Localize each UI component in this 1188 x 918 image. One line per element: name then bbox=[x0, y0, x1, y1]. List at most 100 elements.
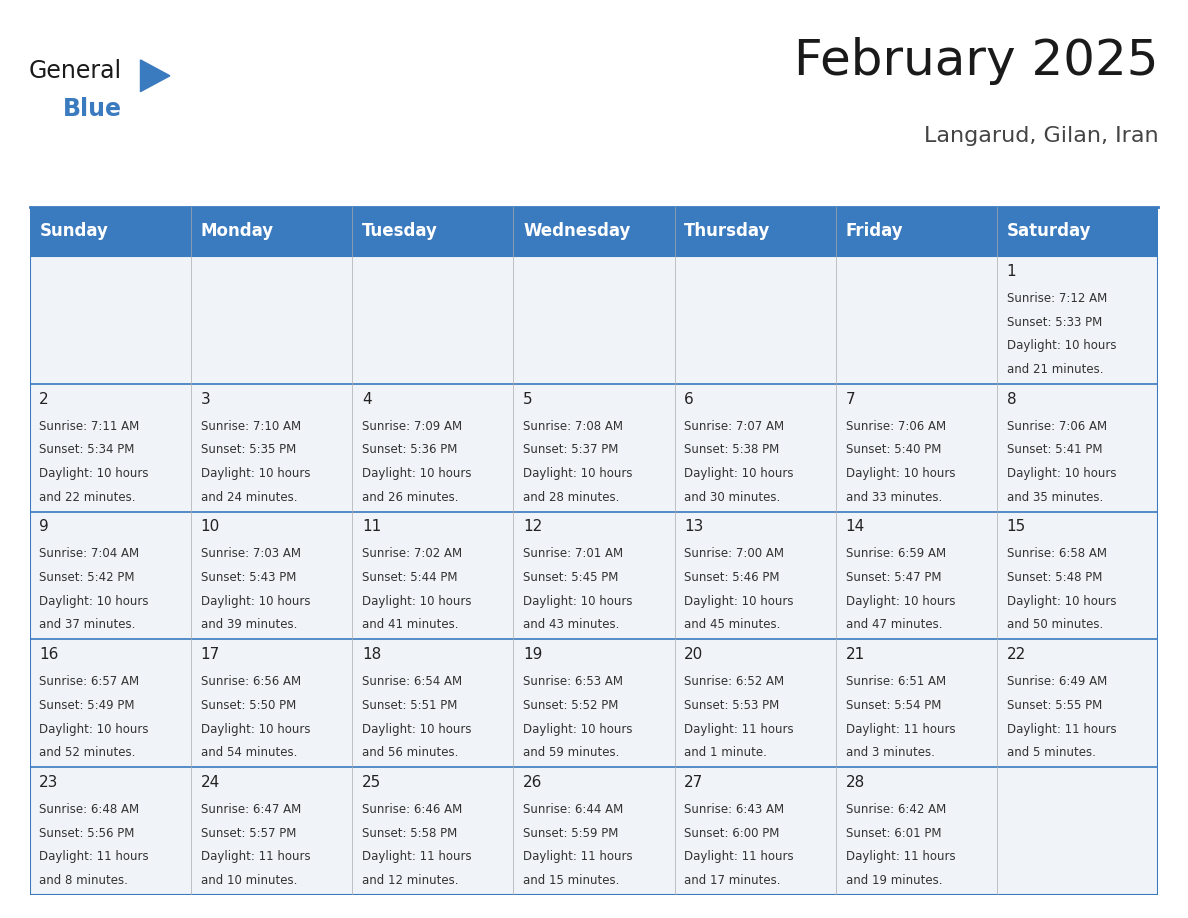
Text: Sunset: 5:52 PM: Sunset: 5:52 PM bbox=[523, 699, 619, 711]
Text: 28: 28 bbox=[846, 775, 865, 789]
Text: Sunset: 5:53 PM: Sunset: 5:53 PM bbox=[684, 699, 779, 711]
Text: Daylight: 10 hours: Daylight: 10 hours bbox=[846, 595, 955, 608]
FancyBboxPatch shape bbox=[513, 207, 675, 256]
Text: Sunrise: 6:48 AM: Sunrise: 6:48 AM bbox=[39, 803, 139, 816]
Text: Sunset: 5:33 PM: Sunset: 5:33 PM bbox=[1006, 316, 1102, 329]
Text: Daylight: 10 hours: Daylight: 10 hours bbox=[846, 467, 955, 480]
Text: Sunrise: 6:58 AM: Sunrise: 6:58 AM bbox=[1006, 547, 1107, 561]
Text: Sunset: 5:42 PM: Sunset: 5:42 PM bbox=[39, 571, 135, 584]
Text: 13: 13 bbox=[684, 520, 703, 534]
Text: Saturday: Saturday bbox=[1006, 222, 1092, 241]
Text: Sunrise: 7:06 AM: Sunrise: 7:06 AM bbox=[1006, 420, 1107, 432]
FancyBboxPatch shape bbox=[675, 207, 836, 256]
Text: and 28 minutes.: and 28 minutes. bbox=[523, 490, 619, 504]
Text: Sunset: 5:37 PM: Sunset: 5:37 PM bbox=[523, 443, 619, 456]
Text: and 52 minutes.: and 52 minutes. bbox=[39, 746, 135, 759]
FancyBboxPatch shape bbox=[997, 640, 1158, 767]
Text: Sunset: 6:00 PM: Sunset: 6:00 PM bbox=[684, 827, 779, 840]
Text: Sunrise: 6:52 AM: Sunrise: 6:52 AM bbox=[684, 676, 784, 688]
FancyBboxPatch shape bbox=[836, 256, 997, 384]
Text: Sunset: 5:56 PM: Sunset: 5:56 PM bbox=[39, 827, 134, 840]
Text: Daylight: 10 hours: Daylight: 10 hours bbox=[684, 467, 794, 480]
Text: and 21 minutes.: and 21 minutes. bbox=[1006, 363, 1104, 375]
Text: Sunset: 5:36 PM: Sunset: 5:36 PM bbox=[362, 443, 457, 456]
Text: Sunset: 5:40 PM: Sunset: 5:40 PM bbox=[846, 443, 941, 456]
Text: Friday: Friday bbox=[846, 222, 903, 241]
Text: Daylight: 10 hours: Daylight: 10 hours bbox=[362, 467, 472, 480]
Text: Wednesday: Wednesday bbox=[523, 222, 631, 241]
Text: Sunrise: 6:56 AM: Sunrise: 6:56 AM bbox=[201, 676, 301, 688]
Text: 1: 1 bbox=[1006, 263, 1017, 279]
Text: Daylight: 11 hours: Daylight: 11 hours bbox=[684, 850, 794, 863]
Text: Sunrise: 7:08 AM: Sunrise: 7:08 AM bbox=[523, 420, 623, 432]
Text: Daylight: 10 hours: Daylight: 10 hours bbox=[1006, 467, 1117, 480]
Text: Sunrise: 7:06 AM: Sunrise: 7:06 AM bbox=[846, 420, 946, 432]
Text: Sunrise: 7:09 AM: Sunrise: 7:09 AM bbox=[362, 420, 462, 432]
Text: Sunset: 5:38 PM: Sunset: 5:38 PM bbox=[684, 443, 779, 456]
Text: and 30 minutes.: and 30 minutes. bbox=[684, 490, 781, 504]
Text: and 56 minutes.: and 56 minutes. bbox=[362, 746, 459, 759]
Text: and 24 minutes.: and 24 minutes. bbox=[201, 490, 297, 504]
Text: 22: 22 bbox=[1006, 647, 1026, 662]
Text: 12: 12 bbox=[523, 520, 542, 534]
Text: Daylight: 11 hours: Daylight: 11 hours bbox=[362, 850, 472, 863]
Text: Sunset: 5:41 PM: Sunset: 5:41 PM bbox=[1006, 443, 1102, 456]
Text: and 1 minute.: and 1 minute. bbox=[684, 746, 767, 759]
FancyBboxPatch shape bbox=[352, 256, 513, 384]
Text: Sunset: 5:55 PM: Sunset: 5:55 PM bbox=[1006, 699, 1102, 711]
Text: 8: 8 bbox=[1006, 392, 1017, 407]
Text: and 5 minutes.: and 5 minutes. bbox=[1006, 746, 1095, 759]
Text: February 2025: February 2025 bbox=[794, 38, 1158, 85]
Text: Thursday: Thursday bbox=[684, 222, 771, 241]
FancyBboxPatch shape bbox=[836, 767, 997, 895]
FancyBboxPatch shape bbox=[352, 207, 513, 256]
Text: Sunrise: 6:46 AM: Sunrise: 6:46 AM bbox=[362, 803, 462, 816]
Text: 18: 18 bbox=[362, 647, 381, 662]
Text: Sunrise: 6:43 AM: Sunrise: 6:43 AM bbox=[684, 803, 784, 816]
FancyBboxPatch shape bbox=[675, 256, 836, 384]
FancyBboxPatch shape bbox=[836, 384, 997, 511]
Text: and 15 minutes.: and 15 minutes. bbox=[523, 874, 619, 887]
FancyBboxPatch shape bbox=[997, 384, 1158, 511]
Text: Daylight: 10 hours: Daylight: 10 hours bbox=[523, 722, 632, 735]
FancyBboxPatch shape bbox=[836, 640, 997, 767]
Text: Daylight: 10 hours: Daylight: 10 hours bbox=[523, 595, 632, 608]
Text: Sunrise: 6:59 AM: Sunrise: 6:59 AM bbox=[846, 547, 946, 561]
Text: 17: 17 bbox=[201, 647, 220, 662]
Text: Daylight: 10 hours: Daylight: 10 hours bbox=[362, 595, 472, 608]
FancyBboxPatch shape bbox=[191, 511, 352, 640]
Text: 24: 24 bbox=[201, 775, 220, 789]
Text: and 54 minutes.: and 54 minutes. bbox=[201, 746, 297, 759]
FancyBboxPatch shape bbox=[513, 384, 675, 511]
Text: Daylight: 10 hours: Daylight: 10 hours bbox=[362, 722, 472, 735]
Text: Sunrise: 7:03 AM: Sunrise: 7:03 AM bbox=[201, 547, 301, 561]
FancyBboxPatch shape bbox=[513, 767, 675, 895]
FancyBboxPatch shape bbox=[30, 384, 191, 511]
Text: 16: 16 bbox=[39, 647, 58, 662]
Text: Sunrise: 7:01 AM: Sunrise: 7:01 AM bbox=[523, 547, 624, 561]
FancyBboxPatch shape bbox=[675, 384, 836, 511]
FancyBboxPatch shape bbox=[352, 640, 513, 767]
Text: Sunset: 5:47 PM: Sunset: 5:47 PM bbox=[846, 571, 941, 584]
Text: 27: 27 bbox=[684, 775, 703, 789]
FancyBboxPatch shape bbox=[191, 256, 352, 384]
FancyBboxPatch shape bbox=[675, 640, 836, 767]
FancyBboxPatch shape bbox=[352, 511, 513, 640]
Text: 26: 26 bbox=[523, 775, 543, 789]
Text: and 43 minutes.: and 43 minutes. bbox=[523, 619, 619, 632]
Text: and 3 minutes.: and 3 minutes. bbox=[846, 746, 935, 759]
Text: 19: 19 bbox=[523, 647, 543, 662]
Text: and 10 minutes.: and 10 minutes. bbox=[201, 874, 297, 887]
Text: 14: 14 bbox=[846, 520, 865, 534]
Text: and 22 minutes.: and 22 minutes. bbox=[39, 490, 135, 504]
Text: Sunset: 5:34 PM: Sunset: 5:34 PM bbox=[39, 443, 134, 456]
Text: Sunset: 5:46 PM: Sunset: 5:46 PM bbox=[684, 571, 779, 584]
Text: Sunrise: 6:47 AM: Sunrise: 6:47 AM bbox=[201, 803, 301, 816]
FancyBboxPatch shape bbox=[191, 640, 352, 767]
Text: Sunrise: 7:02 AM: Sunrise: 7:02 AM bbox=[362, 547, 462, 561]
Text: Daylight: 10 hours: Daylight: 10 hours bbox=[523, 467, 632, 480]
FancyBboxPatch shape bbox=[30, 511, 191, 640]
Text: Daylight: 10 hours: Daylight: 10 hours bbox=[39, 467, 148, 480]
Text: Sunrise: 7:00 AM: Sunrise: 7:00 AM bbox=[684, 547, 784, 561]
Text: Sunset: 5:43 PM: Sunset: 5:43 PM bbox=[201, 571, 296, 584]
